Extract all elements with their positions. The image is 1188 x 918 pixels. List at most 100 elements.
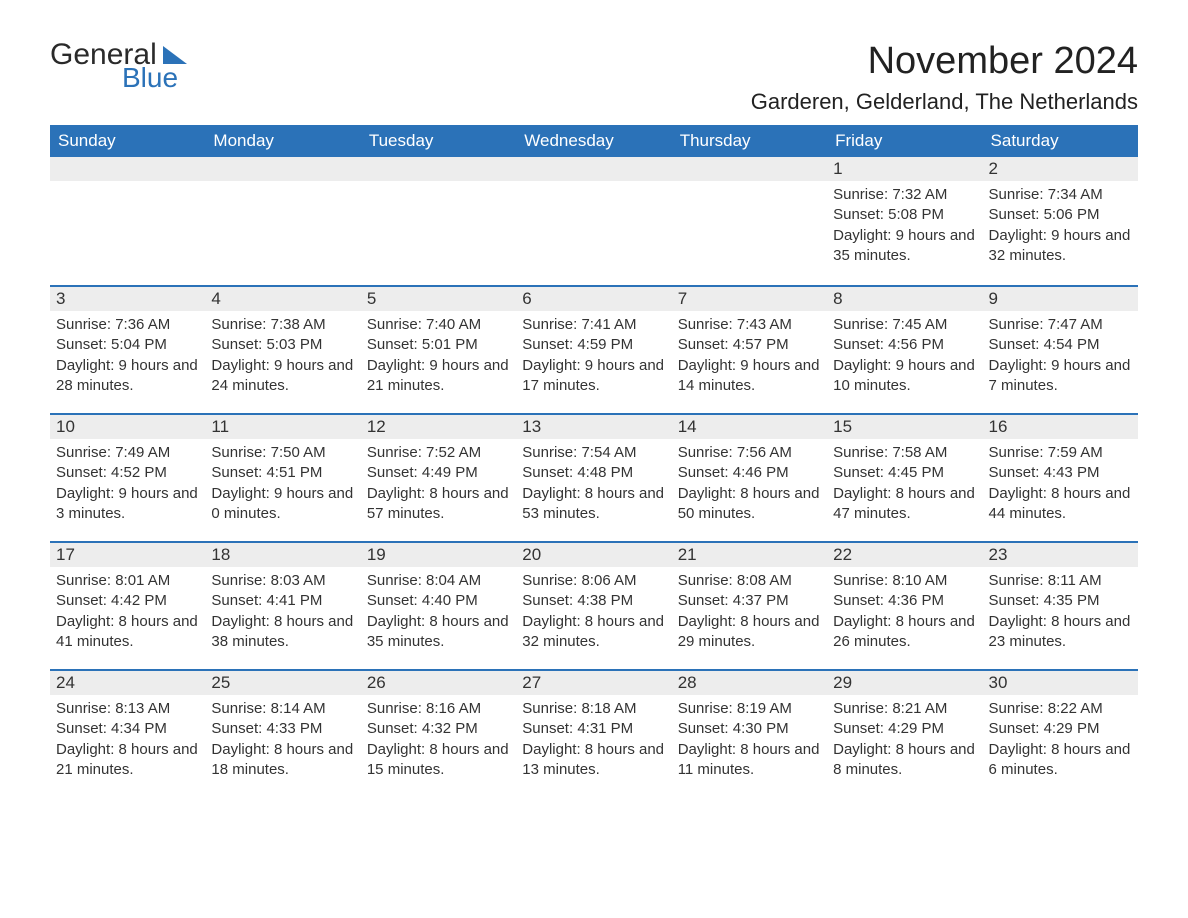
- daylight-line: Daylight: 9 hours and 0 minutes.: [211, 484, 354, 525]
- sunset-line-value: 4:56 PM: [888, 336, 944, 353]
- sunrise-line-value: 8:03 AM: [271, 572, 326, 589]
- sunset-line-label: Sunset:: [367, 592, 422, 609]
- sunrise-line-label: Sunrise:: [56, 700, 115, 717]
- sunset-line-value: 4:57 PM: [733, 336, 789, 353]
- sunset-line-label: Sunset:: [56, 464, 111, 481]
- sunset-line-value: 4:32 PM: [422, 720, 478, 737]
- sunrise-line-value: 7:34 AM: [1048, 186, 1103, 203]
- sunset-line-value: 4:36 PM: [888, 592, 944, 609]
- day-number: 14: [672, 413, 827, 439]
- calendar-cell: 14Sunrise: 7:56 AMSunset: 4:46 PMDayligh…: [672, 413, 827, 541]
- sunset-line-value: 4:42 PM: [111, 592, 167, 609]
- day-number: 19: [361, 541, 516, 567]
- daylight-line-label: Daylight:: [833, 227, 896, 244]
- daylight-line-label: Daylight:: [678, 741, 741, 758]
- day-number: 12: [361, 413, 516, 439]
- daylight-line-label: Daylight:: [833, 741, 896, 758]
- sunset-line-label: Sunset:: [678, 336, 733, 353]
- sunset-line-label: Sunset:: [211, 336, 266, 353]
- sunrise-line: Sunrise: 8:01 AM: [56, 571, 199, 591]
- sunrise-line-label: Sunrise:: [833, 316, 892, 333]
- sunrise-line-label: Sunrise:: [989, 316, 1048, 333]
- month-title: November 2024: [751, 40, 1138, 83]
- daylight-line: Daylight: 8 hours and 41 minutes.: [56, 612, 199, 653]
- sunset-line: Sunset: 4:49 PM: [367, 463, 510, 483]
- calendar-cell: 7Sunrise: 7:43 AMSunset: 4:57 PMDaylight…: [672, 285, 827, 413]
- sunrise-line: Sunrise: 7:36 AM: [56, 315, 199, 335]
- sunrise-line-label: Sunrise:: [367, 316, 426, 333]
- sunrise-line-value: 8:11 AM: [1048, 572, 1102, 589]
- calendar-cell: 2Sunrise: 7:34 AMSunset: 5:06 PMDaylight…: [983, 157, 1138, 285]
- day-details: Sunrise: 8:04 AMSunset: 4:40 PMDaylight:…: [361, 567, 516, 654]
- day-number: 11: [205, 413, 360, 439]
- sunset-line-label: Sunset:: [678, 592, 733, 609]
- calendar-cell: [516, 157, 671, 285]
- daylight-line-label: Daylight:: [678, 613, 741, 630]
- empty-day-bar: [516, 157, 671, 181]
- sunrise-line-label: Sunrise:: [522, 316, 581, 333]
- daylight-line-label: Daylight:: [522, 741, 585, 758]
- day-details: Sunrise: 7:43 AMSunset: 4:57 PMDaylight:…: [672, 311, 827, 398]
- weekday-header: Saturday: [983, 125, 1138, 157]
- sunrise-line-label: Sunrise:: [367, 572, 426, 589]
- daylight-line: Daylight: 8 hours and 57 minutes.: [367, 484, 510, 525]
- empty-day-bar: [50, 157, 205, 181]
- sunset-line-label: Sunset:: [989, 206, 1044, 223]
- daylight-line-label: Daylight:: [989, 357, 1052, 374]
- daylight-line-label: Daylight:: [211, 357, 274, 374]
- logo-word-blue: Blue: [122, 64, 187, 92]
- weekday-header: Tuesday: [361, 125, 516, 157]
- day-number: 21: [672, 541, 827, 567]
- sunrise-line: Sunrise: 8:08 AM: [678, 571, 821, 591]
- sunset-line-label: Sunset:: [989, 720, 1044, 737]
- sunset-line-label: Sunset:: [56, 336, 111, 353]
- daylight-line-label: Daylight:: [367, 613, 430, 630]
- daylight-line: Daylight: 8 hours and 18 minutes.: [211, 740, 354, 781]
- day-number: 16: [983, 413, 1138, 439]
- sunset-line-label: Sunset:: [833, 206, 888, 223]
- page-header: General Blue November 2024 Garderen, Gel…: [50, 40, 1138, 115]
- daylight-line: Daylight: 8 hours and 23 minutes.: [989, 612, 1132, 653]
- day-number: 24: [50, 669, 205, 695]
- calendar-cell: 23Sunrise: 8:11 AMSunset: 4:35 PMDayligh…: [983, 541, 1138, 669]
- sunset-line-value: 4:48 PM: [577, 464, 633, 481]
- weekday-header: Friday: [827, 125, 982, 157]
- sunset-line: Sunset: 4:33 PM: [211, 719, 354, 739]
- daylight-line: Daylight: 8 hours and 44 minutes.: [989, 484, 1132, 525]
- sunset-line: Sunset: 4:29 PM: [989, 719, 1132, 739]
- sunset-line-label: Sunset:: [211, 464, 266, 481]
- sunset-line: Sunset: 4:29 PM: [833, 719, 976, 739]
- location-subtitle: Garderen, Gelderland, The Netherlands: [751, 89, 1138, 115]
- sunrise-line: Sunrise: 8:11 AM: [989, 571, 1132, 591]
- day-number: 18: [205, 541, 360, 567]
- sunset-line-value: 4:41 PM: [266, 592, 322, 609]
- sunset-line: Sunset: 5:06 PM: [989, 205, 1132, 225]
- sunrise-line: Sunrise: 8:03 AM: [211, 571, 354, 591]
- calendar-cell: 17Sunrise: 8:01 AMSunset: 4:42 PMDayligh…: [50, 541, 205, 669]
- sunset-line: Sunset: 5:01 PM: [367, 335, 510, 355]
- daylight-line: Daylight: 9 hours and 24 minutes.: [211, 356, 354, 397]
- sunrise-line-label: Sunrise:: [522, 700, 581, 717]
- calendar-cell: 16Sunrise: 7:59 AMSunset: 4:43 PMDayligh…: [983, 413, 1138, 541]
- sunrise-line-value: 7:56 AM: [737, 444, 792, 461]
- calendar-cell: 9Sunrise: 7:47 AMSunset: 4:54 PMDaylight…: [983, 285, 1138, 413]
- sunset-line: Sunset: 4:30 PM: [678, 719, 821, 739]
- calendar-cell: 22Sunrise: 8:10 AMSunset: 4:36 PMDayligh…: [827, 541, 982, 669]
- calendar-cell: [50, 157, 205, 285]
- sunset-line-value: 5:04 PM: [111, 336, 167, 353]
- sunrise-line-label: Sunrise:: [833, 572, 892, 589]
- sunset-line-value: 4:38 PM: [577, 592, 633, 609]
- daylight-line: Daylight: 8 hours and 6 minutes.: [989, 740, 1132, 781]
- sunrise-line-value: 8:14 AM: [271, 700, 326, 717]
- day-number: 23: [983, 541, 1138, 567]
- sunrise-line-value: 7:38 AM: [271, 316, 326, 333]
- sunset-line-value: 4:52 PM: [111, 464, 167, 481]
- sunrise-line: Sunrise: 8:16 AM: [367, 699, 510, 719]
- daylight-line-label: Daylight:: [833, 357, 896, 374]
- sunset-line-label: Sunset:: [56, 720, 111, 737]
- calendar-cell: 6Sunrise: 7:41 AMSunset: 4:59 PMDaylight…: [516, 285, 671, 413]
- day-details: Sunrise: 7:34 AMSunset: 5:06 PMDaylight:…: [983, 181, 1138, 268]
- day-details: Sunrise: 7:47 AMSunset: 4:54 PMDaylight:…: [983, 311, 1138, 398]
- calendar-cell: 11Sunrise: 7:50 AMSunset: 4:51 PMDayligh…: [205, 413, 360, 541]
- day-details: Sunrise: 7:36 AMSunset: 5:04 PMDaylight:…: [50, 311, 205, 398]
